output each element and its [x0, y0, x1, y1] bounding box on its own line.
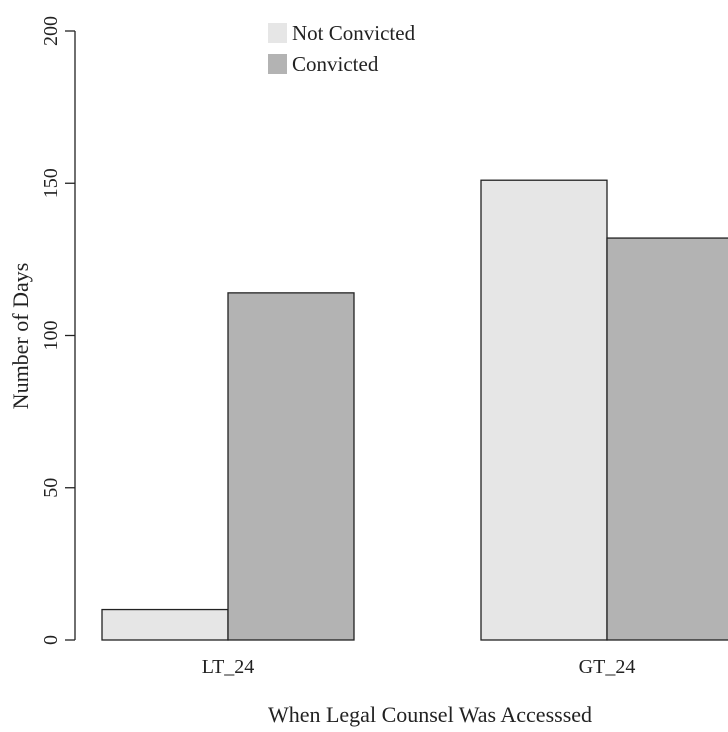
y-tick-label: 200: [40, 16, 62, 46]
y-axis-title: Number of Days: [8, 263, 33, 410]
bar-not-convicted-lt_24: [101, 608, 229, 641]
y-tick-label: 50: [40, 478, 62, 498]
legend-swatch-convicted: [268, 54, 287, 74]
x-tick-label: LT_24: [202, 656, 255, 678]
legend-label-convicted: Convicted: [292, 52, 379, 76]
bars-group: [101, 179, 728, 641]
legend-label-not-convicted: Not Convicted: [292, 21, 416, 45]
y-tick-label: 150: [40, 168, 62, 198]
y-tick-label: 100: [40, 321, 62, 351]
x-axis-title: When Legal Counsel Was Accesssed: [268, 702, 592, 727]
bar-convicted-gt_24: [606, 237, 728, 641]
x-axis-labels: LT_24 GT_24: [202, 656, 636, 678]
y-axis: 0 50 100 150 200: [40, 16, 76, 645]
bar-convicted-lt_24: [227, 292, 355, 641]
bar-not-convicted-gt_24: [480, 179, 608, 641]
legend: Not Convicted Convicted: [268, 21, 416, 76]
x-tick-label: GT_24: [579, 656, 636, 678]
y-tick-label: 0: [40, 635, 62, 645]
legend-swatch-not-convicted: [268, 23, 287, 43]
